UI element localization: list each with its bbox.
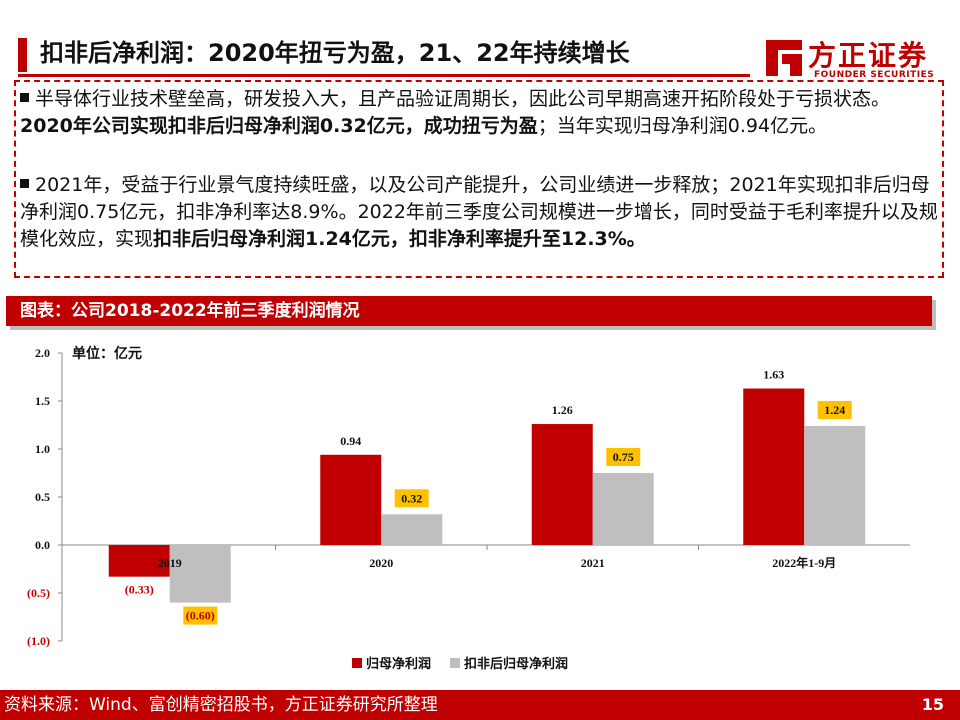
data-label: (0.33) <box>125 583 154 597</box>
legend-label: 归母净利润 <box>366 656 431 672</box>
bar-net-profit <box>320 454 382 545</box>
summary-p2-text: 2021年，受益于行业景气度持续旺盛，以及公司产能提升，公司业绩进一步释放；20… <box>20 174 938 250</box>
bullet-icon <box>20 179 29 188</box>
y-tick-label: 1.5 <box>35 394 50 408</box>
summary-p1-bold: 2020年公司实现扣非后归母净利润0.32亿元，成功扭亏为盈 <box>20 115 538 137</box>
unit-label: 单位：亿元 <box>72 345 142 362</box>
logo-text-cn: 方正证券 <box>808 39 929 72</box>
data-label: 1.63 <box>763 368 784 382</box>
data-label: 0.75 <box>613 450 634 464</box>
data-label-bg <box>817 400 852 419</box>
footer-source: 资料来源：Wind、富创精密招股书，方正证券研究所整理 <box>4 695 438 715</box>
chart-header-title: 图表：公司2018-2022年前三季度利润情况 <box>20 301 360 321</box>
summary-box <box>14 80 944 278</box>
data-label: 0.94 <box>340 434 361 448</box>
legend-swatch <box>450 658 460 668</box>
bar-deducted-net-profit <box>169 545 231 603</box>
legend-label: 扣非后归母净利润 <box>464 656 568 672</box>
page-number: 15 <box>921 695 944 714</box>
bar-deducted-net-profit <box>592 473 654 545</box>
page-title: 扣非后净利润：2020年扭亏为盈，21、22年持续增长 <box>40 39 630 67</box>
footer-bar: 资料来源：Wind、富创精密招股书，方正证券研究所整理 15 <box>0 690 960 720</box>
bar-net-profit <box>531 424 593 545</box>
category-label: 2021 <box>581 556 605 570</box>
profit-bar-chart: 2.0 1.5 1.0 0.5 0.0 (0.5) (1.0) 单位：亿元 (0.33) (0.6… <box>27 345 910 672</box>
bar-deducted-net-profit <box>381 514 443 545</box>
bar-net-profit <box>743 388 805 545</box>
bullet-icon <box>20 93 29 102</box>
y-tick-label: 1.0 <box>35 442 50 456</box>
data-label-bg <box>606 448 641 466</box>
y-tick-label: (0.5) <box>27 586 50 600</box>
y-tick-label: 0.5 <box>35 490 50 504</box>
data-label: 0.32 <box>401 491 422 505</box>
logo-mark-icon <box>766 40 802 76</box>
bar-deducted-net-profit <box>804 425 866 545</box>
category-label: 2019 <box>158 556 182 570</box>
legend-swatch <box>352 658 362 668</box>
summary-paragraph-2: 2021年，受益于行业景气度持续旺盛，以及公司产能提升，公司业绩进一步释放；20… <box>20 172 940 253</box>
title-underline <box>18 74 750 77</box>
company-logo: 方正证券 FOUNDER SECURITIES <box>760 34 940 84</box>
data-label-bg <box>394 489 429 508</box>
logo-text-en: FOUNDER SECURITIES <box>814 70 935 80</box>
title-accent-bar <box>18 38 27 72</box>
summary-p1-text-b: ；当年实现归母净利润0.94亿元。 <box>537 115 828 137</box>
data-label: (0.60) <box>186 609 215 623</box>
y-tick-label: 0.0 <box>35 538 50 552</box>
y-tick-label: 2.0 <box>35 346 50 360</box>
category-label: 2020 <box>369 556 393 570</box>
data-label: 1.24 <box>824 403 845 417</box>
summary-p2-bold: 扣非后归母净利润1.24亿元，扣非净利率提升至12.3%。 <box>153 228 646 250</box>
data-label: 1.26 <box>552 403 573 417</box>
chart-header: 图表：公司2018-2022年前三季度利润情况 <box>6 296 932 326</box>
summary-p1-text: 半导体行业技术壁垒高，研发投入大，且产品验证周期长，因此公司早期高速开拓阶段处于… <box>35 88 891 110</box>
bar-net-profit <box>108 545 170 577</box>
data-label-bg <box>183 606 218 625</box>
summary-paragraph-1: 半导体行业技术壁垒高，研发投入大，且产品验证周期长，因此公司早期高速开拓阶段处于… <box>20 86 940 140</box>
y-tick-label: (1.0) <box>27 634 50 648</box>
category-label: 2022年1-9月 <box>772 555 836 570</box>
